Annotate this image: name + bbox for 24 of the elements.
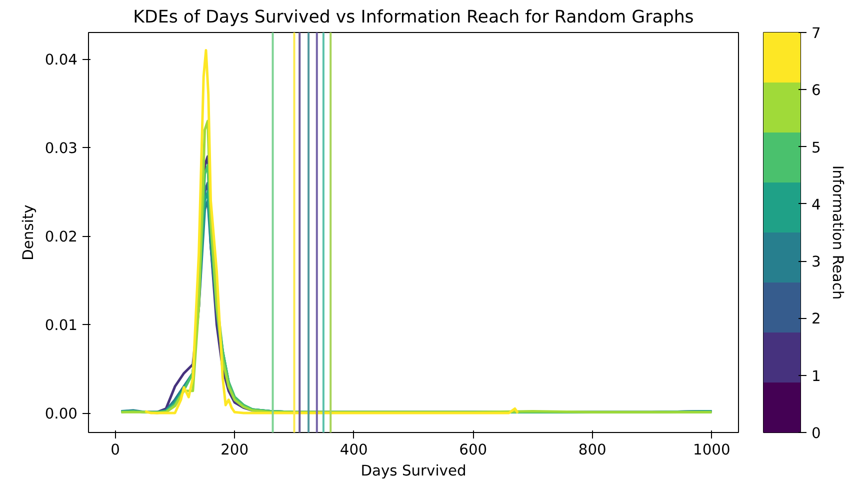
y-tick-label: 0.01 <box>44 317 78 334</box>
color-bar-label: 3 <box>812 254 821 271</box>
y-axis-title: Density <box>20 204 37 260</box>
x-tick-label: 1000 <box>693 442 730 458</box>
color-bar-label: 7 <box>812 25 821 42</box>
y-tick-label: 0.03 <box>44 140 78 158</box>
color-bar-label: 6 <box>812 82 821 100</box>
x-axis-title: Days Survived <box>360 462 466 480</box>
y-tick-label: 0.02 <box>44 228 78 246</box>
x-tick-label: 0 <box>110 442 120 458</box>
color-bar-label: 1 <box>812 368 821 385</box>
color-bar-label: 2 <box>812 310 821 328</box>
color-bar-label: 5 <box>812 139 821 156</box>
chart-title: KDEs of Days Survived vs Information Reach for Random Graphs <box>133 8 694 28</box>
line-series <box>144 48 520 414</box>
x-tick-label: 600 <box>459 442 488 458</box>
x-tick-label: 200 <box>220 442 249 458</box>
color-bar-title: Information Reach <box>828 165 846 300</box>
x-tick-label: 800 <box>578 442 606 458</box>
y-tick-label: 0.00 <box>44 406 78 423</box>
y-tick-label: 0.04 <box>44 52 78 69</box>
x-tick-label: 400 <box>340 442 368 458</box>
color-bar-label: 0 <box>812 425 821 442</box>
color-bar-label: 4 <box>812 196 821 214</box>
